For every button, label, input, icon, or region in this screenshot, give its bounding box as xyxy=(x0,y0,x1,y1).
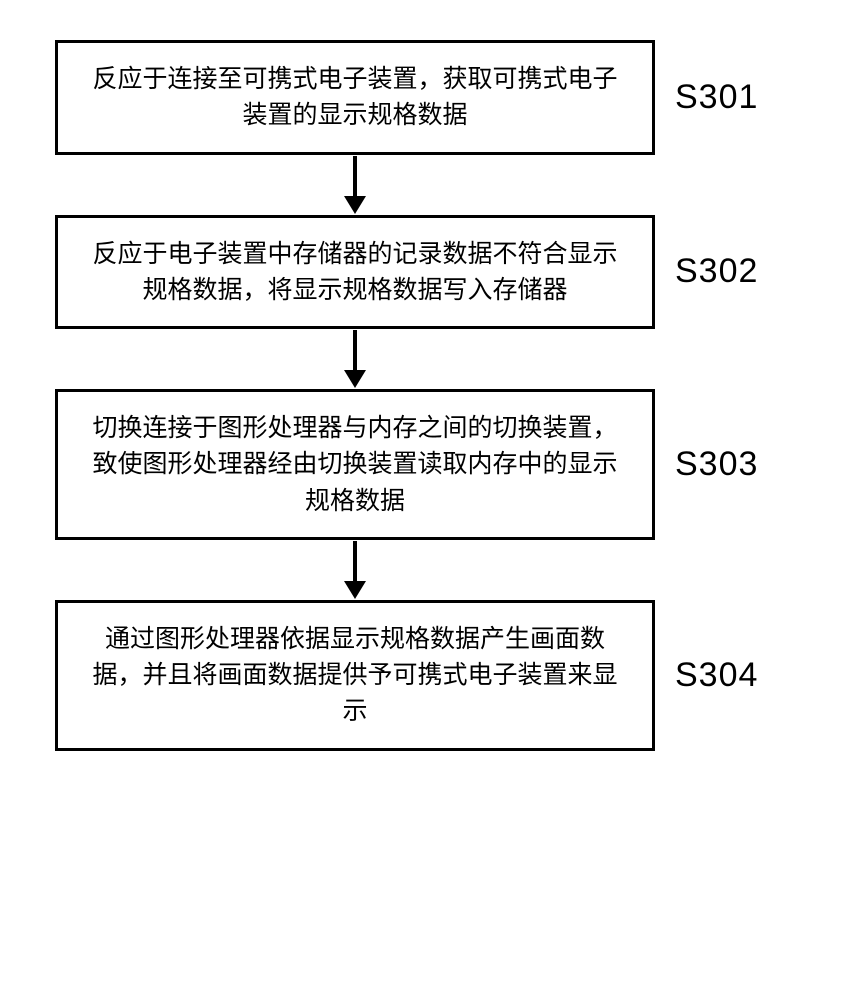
arrow-down xyxy=(55,329,655,389)
arrow-down xyxy=(55,540,655,600)
step-label-s304: S304 xyxy=(675,656,795,695)
step-label-s303: S303 xyxy=(675,445,795,484)
step-row: 反应于连接至可携式电子装置，获取可携式电子装置的显示规格数据 S301 xyxy=(35,40,815,155)
step-row: 反应于电子装置中存储器的记录数据不符合显示规格数据，将显示规格数据写入存储器 S… xyxy=(35,215,815,330)
step-box-s304: 通过图形处理器依据显示规格数据产生画面数据，并且将画面数据提供予可携式电子装置来… xyxy=(55,600,655,751)
step-box-s303: 切换连接于图形处理器与内存之间的切换装置，致使图形处理器经由切换装置读取内存中的… xyxy=(55,389,655,540)
step-row: 切换连接于图形处理器与内存之间的切换装置，致使图形处理器经由切换装置读取内存中的… xyxy=(35,389,815,540)
step-label-s302: S302 xyxy=(675,252,795,291)
flowchart-container: 反应于连接至可携式电子装置，获取可携式电子装置的显示规格数据 S301 反应于电… xyxy=(35,40,815,751)
arrow-down xyxy=(55,155,655,215)
step-label-s301: S301 xyxy=(675,78,795,117)
step-box-s301: 反应于连接至可携式电子装置，获取可携式电子装置的显示规格数据 xyxy=(55,40,655,155)
step-box-s302: 反应于电子装置中存储器的记录数据不符合显示规格数据，将显示规格数据写入存储器 xyxy=(55,215,655,330)
step-row: 通过图形处理器依据显示规格数据产生画面数据，并且将画面数据提供予可携式电子装置来… xyxy=(35,600,815,751)
